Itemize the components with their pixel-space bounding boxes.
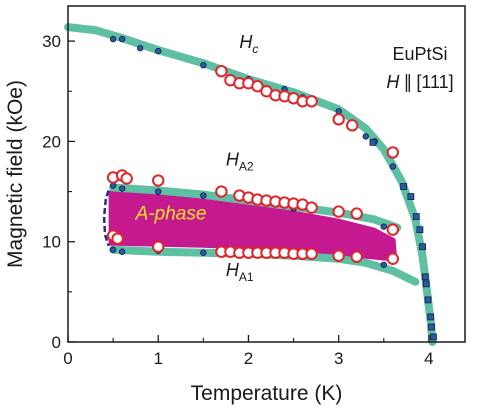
x-tick-label: 2 [244, 349, 253, 368]
data-point-dot [389, 163, 397, 170]
ha2-label-sub: A2 [239, 159, 254, 173]
data-point-open-circle [386, 146, 400, 159]
data-point-dot [380, 223, 387, 230]
data-point-square [412, 213, 420, 221]
data-point-open-circle [111, 232, 124, 245]
a-phase-dashed-edge [102, 190, 110, 247]
x-axis-label: Temperature (K) [191, 382, 343, 405]
data-point-open-circle [350, 207, 363, 220]
ha2-label-main: H [226, 149, 240, 169]
data-point-dot [118, 248, 126, 255]
data-point-open-circle [332, 205, 345, 218]
data-point-dot [200, 249, 207, 256]
ha1-label: HA1 [226, 260, 254, 284]
x-tick-label: 3 [334, 349, 343, 368]
data-point-square [407, 193, 415, 200]
data-point-open-circle [386, 252, 400, 265]
direction-index: [111] [416, 72, 453, 92]
data-point-dot [200, 61, 207, 69]
data-point-dot [155, 47, 162, 55]
y-axis-label: Magnetic field (kOe) [4, 80, 27, 268]
data-point-open-circle [350, 250, 363, 263]
data-point-open-circle [152, 240, 165, 253]
ha1-label-sub: A1 [239, 270, 254, 284]
hc-label-sub: c [252, 42, 258, 56]
field-direction-h: H [386, 72, 400, 92]
data-point-open-circle [305, 95, 318, 108]
data-point-dot [109, 35, 117, 43]
data-point-open-circle [332, 249, 345, 262]
x-tick-label: 4 [424, 349, 433, 368]
data-point-open-circle [386, 223, 400, 236]
a-phase-label: A-phase [135, 204, 207, 225]
hc-label-main: H [239, 32, 253, 52]
data-point-open-circle [215, 64, 228, 78]
data-point-open-circle [215, 185, 228, 198]
ha1-label-main: H [226, 260, 240, 280]
y-tick-label: 10 [42, 233, 61, 252]
data-point-open-circle [332, 113, 345, 126]
y-tick-label: 30 [42, 32, 61, 51]
data-point-square [430, 333, 437, 341]
data-point-open-circle [346, 119, 359, 132]
data-point-open-circle [152, 174, 165, 187]
x-tick-label: 1 [153, 349, 162, 368]
ha2-label: HA2 [226, 149, 254, 173]
data-point-dot [380, 261, 387, 268]
data-point-square [427, 313, 435, 321]
y-tick-label: 20 [42, 132, 61, 151]
y-tick-label: 0 [52, 333, 61, 352]
data-point-dot [136, 44, 144, 52]
data-point-square [428, 323, 436, 331]
x-tick-label: 0 [63, 349, 72, 368]
data-point-square [400, 183, 408, 190]
data-point-square [416, 226, 424, 234]
data-point-square [421, 273, 429, 281]
data-point-open-circle [251, 80, 264, 93]
a-phase-region [108, 190, 398, 262]
plot-frame [67, 5, 466, 343]
material-label: EuPtSi [392, 44, 447, 64]
data-point-square [369, 139, 377, 146]
data-point-dot [155, 188, 162, 195]
data-point-dot [109, 246, 117, 253]
plot-layer: 0 1 2 3 4 0 10 20 30 [42, 5, 466, 368]
data-point-dot [362, 133, 369, 140]
data-point-dot [118, 35, 126, 43]
hc-label: Hc [239, 32, 258, 56]
parallel-symbol: ∥ [403, 72, 412, 92]
data-point-square [424, 296, 432, 304]
field-direction-label: H ∥ [111] [386, 72, 453, 92]
data-point-square [419, 243, 426, 251]
data-point-square [422, 280, 430, 288]
data-point-dot [118, 185, 126, 192]
data-point-open-circle [120, 172, 133, 185]
data-point-open-circle [305, 201, 318, 214]
data-point-open-circle [305, 247, 318, 260]
data-point-dot [200, 192, 207, 199]
